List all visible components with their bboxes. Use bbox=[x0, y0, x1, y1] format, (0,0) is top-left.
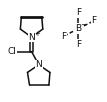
Text: F: F bbox=[76, 8, 81, 17]
Text: B: B bbox=[75, 24, 82, 33]
Text: F: F bbox=[61, 32, 66, 41]
Text: +: + bbox=[34, 31, 40, 37]
Text: Cl: Cl bbox=[7, 47, 16, 56]
Text: F: F bbox=[76, 40, 81, 49]
Text: −: − bbox=[80, 22, 86, 28]
Text: N: N bbox=[35, 60, 42, 69]
Text: F: F bbox=[91, 16, 96, 25]
Text: N: N bbox=[28, 33, 35, 42]
